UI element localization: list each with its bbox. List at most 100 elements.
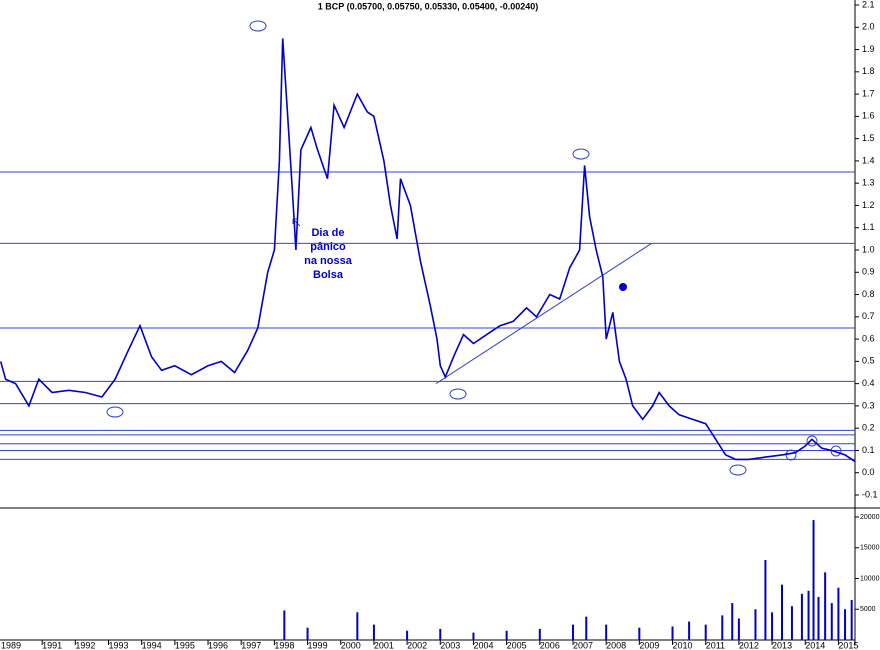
- volume-bar: [844, 609, 847, 640]
- y-tick-label: -0.1: [862, 489, 878, 499]
- volume-bar: [571, 624, 574, 640]
- y-tick-label: 1.6: [862, 111, 875, 121]
- x-tick-label: 2010: [673, 640, 693, 650]
- annotation: na nossa: [304, 255, 353, 267]
- volume-bar: [704, 624, 707, 640]
- x-tick-label: 2002: [407, 640, 427, 650]
- volume-bar: [781, 584, 784, 640]
- y-tick-label: 2.0: [862, 22, 875, 32]
- trend-line: [435, 242, 652, 385]
- x-tick-label: 2007: [573, 640, 593, 650]
- x-tick-label: 2013: [772, 640, 792, 650]
- chart-title: 1 BCP (0.05700, 0.05750, 0.05330, 0.0540…: [318, 1, 539, 11]
- x-tick-label: 1991: [42, 640, 62, 650]
- volume-bar: [688, 621, 691, 640]
- y-tick-label: 0.2: [862, 423, 875, 433]
- y-tick-label: 0.9: [862, 267, 875, 277]
- bear-icon: [249, 20, 267, 32]
- volume-bar: [505, 630, 508, 640]
- y-tick-label: 1.7: [862, 88, 875, 98]
- y-tick-label: 1.4: [862, 155, 875, 165]
- circle-marker: [806, 435, 818, 447]
- bull-icon: [106, 406, 124, 418]
- volume-bar: [800, 593, 803, 640]
- y-tick-label: 1.9: [862, 44, 875, 54]
- volume-tick-label: 15000: [860, 545, 880, 552]
- volume-bar: [283, 610, 286, 640]
- x-tick-label: 1999: [308, 640, 328, 650]
- volume-tick-label: 5000: [860, 606, 876, 613]
- x-tick-label: 1994: [142, 640, 162, 650]
- volume-bar: [439, 628, 442, 640]
- volume-bar: [824, 572, 827, 640]
- volume-bar: [605, 624, 608, 640]
- y-tick-label: 1.5: [862, 133, 875, 143]
- y-tick-label: 0.5: [862, 356, 875, 366]
- volume-bar: [638, 627, 641, 640]
- x-tick-label: 2008: [606, 640, 626, 650]
- y-tick-label: 1.0: [862, 244, 875, 254]
- volume-bar: [817, 596, 820, 640]
- y-tick-label: 0.7: [862, 311, 875, 321]
- bear-icon: [572, 148, 590, 160]
- x-tick-label: 1993: [108, 640, 128, 650]
- x-tick-label: 2003: [440, 640, 460, 650]
- volume-bar: [807, 590, 810, 640]
- volume-bar: [764, 560, 767, 640]
- x-tick-label: 1996: [208, 640, 228, 650]
- volume-tick-label: 10000: [860, 575, 880, 582]
- volume-bar: [850, 600, 853, 640]
- y-tick-label: 0.0: [862, 467, 875, 477]
- x-tick-label: 1992: [75, 640, 95, 650]
- volume-bar: [830, 603, 833, 640]
- y-tick-label: 0.4: [862, 378, 875, 388]
- x-tick-label: 1997: [241, 640, 261, 650]
- volume-bar: [721, 615, 724, 640]
- y-tick-label: 0.8: [862, 289, 875, 299]
- x-tick-label: 2015: [838, 640, 858, 650]
- x-tick-label: 1995: [175, 640, 195, 650]
- x-tick-label: 2014: [805, 640, 825, 650]
- volume-bar: [585, 616, 588, 640]
- volume-bar: [372, 624, 375, 640]
- volume-bar: [306, 627, 309, 640]
- volume-bar: [731, 603, 734, 640]
- price-line: [0, 38, 856, 463]
- volume-tick-label: 20000: [860, 514, 880, 521]
- volume-bar: [790, 606, 793, 640]
- y-tick-label: 0.3: [862, 400, 875, 410]
- bomb-icon: [619, 283, 627, 291]
- y-tick-label: 0.6: [862, 333, 875, 343]
- x-tick-label: 2012: [739, 640, 759, 650]
- annotation: Dia de: [311, 227, 344, 239]
- x-tick-label: 2005: [507, 640, 527, 650]
- x-tick-label: 2004: [473, 640, 493, 650]
- y-tick-label: 1.3: [862, 178, 875, 188]
- bull-icon: [729, 464, 747, 476]
- annotation: Bolsa: [313, 269, 344, 281]
- volume-bar: [356, 612, 359, 640]
- volume-bar: [771, 612, 774, 640]
- y-tick-label: 0.1: [862, 445, 875, 455]
- x-tick-label: 1998: [274, 640, 294, 650]
- x-tick-label: 1989: [1, 640, 21, 650]
- y-tick-label: 1.1: [862, 222, 875, 232]
- x-tick-label: 2011: [706, 640, 725, 650]
- volume-bar: [538, 628, 541, 640]
- x-tick-label: 2006: [540, 640, 560, 650]
- x-tick-label: 2009: [639, 640, 659, 650]
- volume-bar: [812, 520, 815, 640]
- volume-bar: [837, 587, 840, 640]
- y-tick-label: 2.1: [862, 0, 875, 9]
- annotation: pânico: [310, 241, 346, 253]
- y-tick-label: 1.8: [862, 66, 875, 76]
- x-tick-label: 2000: [341, 640, 361, 650]
- x-tick-label: 2001: [374, 640, 394, 650]
- volume-bar: [406, 630, 409, 640]
- volume-bar: [754, 609, 757, 640]
- volume-bar: [472, 632, 475, 640]
- y-tick-label: 1.2: [862, 200, 875, 210]
- volume-bar: [671, 626, 674, 640]
